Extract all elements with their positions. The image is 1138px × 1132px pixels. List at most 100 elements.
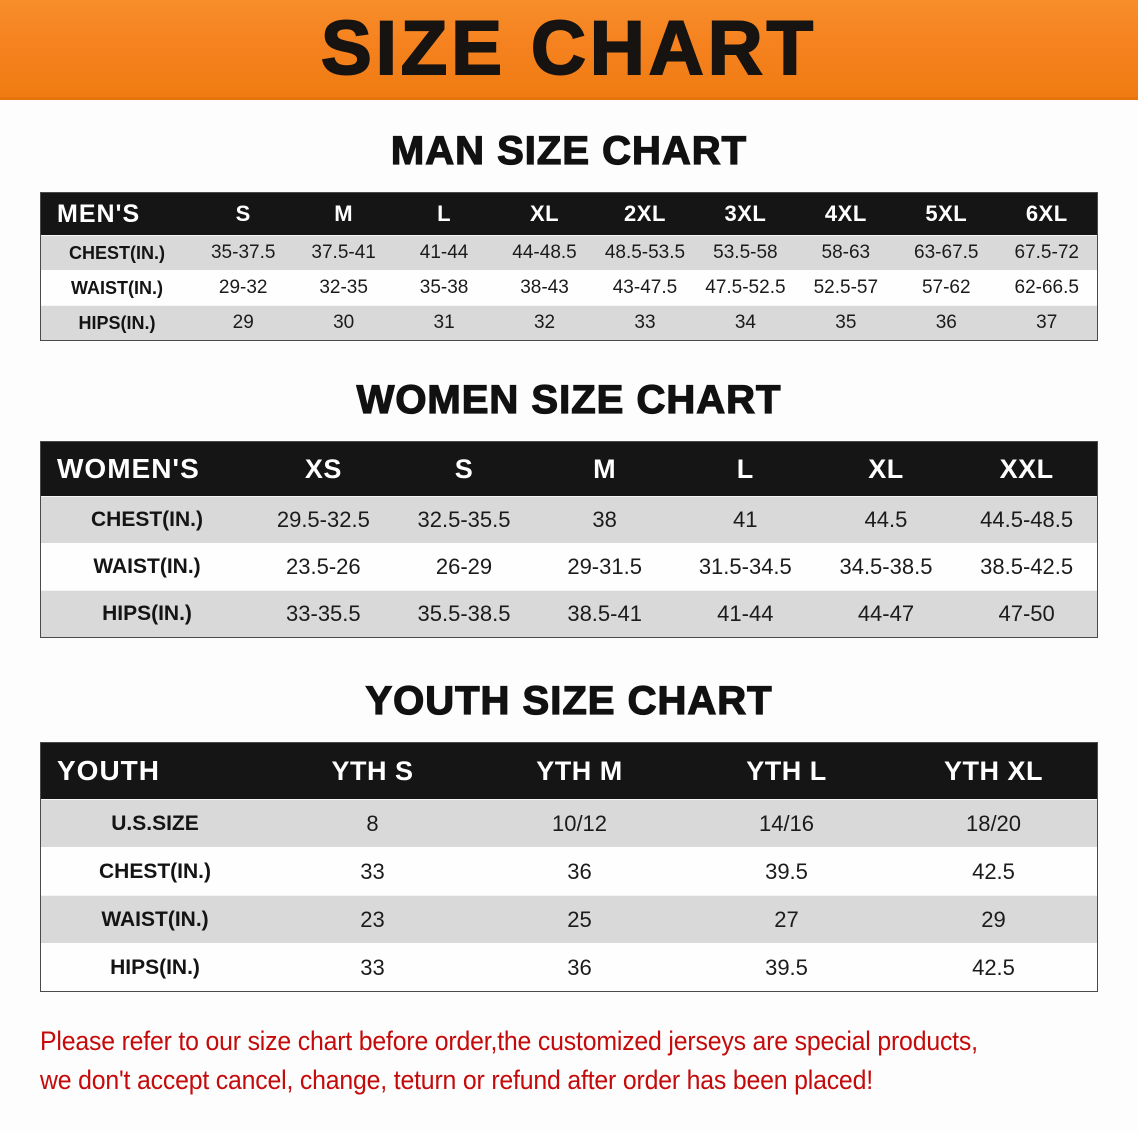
measurement-value: 52.5-57 [795,270,897,305]
measurement-row: CHEST(IN.) 29.5-32.5 32.5-35.5 38 41 44.5 44.5… [41,496,1097,543]
youth-section-heading: YOUTH SIZE CHART [365,678,773,723]
size-column-header: L [674,442,816,496]
measurement-value: 42.5 [890,943,1097,991]
measurement-value: 8 [269,799,476,847]
size-chart-page: SIZE CHART MAN SIZE CHART MEN'S S M L XL 2XL 3… [0,0,1138,1100]
measurement-value: 31 [393,305,495,340]
measurement-row: CHEST(IN.) 35-37.5 37.5-41 41-44 44-48.5 48.5… [41,235,1097,270]
measurement-row: HIPS(IN.) 29 30 31 32 33 34 35 36 37 [41,305,1097,340]
measurement-value: 36 [896,305,997,340]
women-size-table: WOMEN'S XS S M L XL XXL CHEST(IN.) 29.5-32.5 32.5… [40,441,1098,638]
size-header-row: WOMEN'S XS S M L XL XXL [41,442,1097,496]
measurement-value: 27 [683,895,890,943]
measurement-value: 41 [674,496,816,543]
measurement-label: CHEST(IN.) [41,847,269,895]
measurement-value: 23 [269,895,476,943]
measurement-row: HIPS(IN.) 33-35.5 35.5-38.5 38.5-41 41-44 44-… [41,590,1097,637]
size-column-header: S [393,442,535,496]
table-corner-label: YOUTH [41,743,269,799]
measurement-label: WAIST(IN.) [41,270,193,305]
size-column-header: M [293,193,394,235]
measurement-value: 44-48.5 [494,235,595,270]
size-header-row: MEN'S S M L XL 2XL 3XL 4XL 5XL 6XL [41,193,1097,235]
size-column-header: XL [494,193,595,235]
measurement-value: 36 [476,847,683,895]
measurement-label: WAIST(IN.) [41,543,253,590]
measurement-value: 48.5-53.5 [594,235,696,270]
banner: SIZE CHART [0,0,1138,100]
measurement-value: 33-35.5 [253,590,394,637]
size-column-header: 5XL [896,193,997,235]
measurement-label: CHEST(IN.) [41,235,193,270]
men-size-section: MAN SIZE CHART MEN'S S M L XL 2XL 3XL 4XL 5XL 6XL… [0,100,1138,341]
measurement-row: WAIST(IN.) 29-32 32-35 35-38 38-43 43-47.5 47.… [41,270,1097,305]
measurement-value: 41-44 [393,235,495,270]
measurement-value: 29-31.5 [534,543,675,590]
measurement-value: 39.5 [683,847,890,895]
size-column-header: YTH M [476,743,683,799]
measurement-value: 32 [494,305,595,340]
measurement-label: CHEST(IN.) [41,496,253,543]
measurement-value: 35 [795,305,897,340]
measurement-value: 29 [193,305,294,340]
disclaimer-text: Please refer to our size chart before or… [40,1022,1050,1100]
measurement-value: 32.5-35.5 [393,496,535,543]
measurement-value: 35-37.5 [193,235,294,270]
measurement-value: 47-50 [956,590,1097,637]
measurement-value: 42.5 [890,847,1097,895]
size-header-row: YOUTH YTH S YTH M YTH L YTH XL [41,743,1097,799]
measurement-value: 33 [269,847,476,895]
size-column-header: XL [815,442,957,496]
size-column-header: L [393,193,495,235]
size-column-header: 4XL [795,193,897,235]
measurement-label: U.S.SIZE [41,799,269,847]
measurement-value: 53.5-58 [695,235,796,270]
table-corner-label: WOMEN'S [41,442,253,496]
size-column-header: M [534,442,675,496]
measurement-value: 44.5-48.5 [956,496,1097,543]
measurement-row: HIPS(IN.) 33 36 39.5 42.5 [41,943,1097,991]
page-title: SIZE CHART [320,5,817,91]
disclaimer-line-1: Please refer to our size chart before or… [40,1026,978,1056]
measurement-row: WAIST(IN.) 23.5-26 26-29 29-31.5 31.5-34.5 34… [41,543,1097,590]
measurement-value: 33 [594,305,696,340]
measurement-value: 23.5-26 [253,543,394,590]
measurement-value: 62-66.5 [996,270,1097,305]
measurement-value: 38 [534,496,675,543]
measurement-value: 44-47 [815,590,957,637]
measurement-value: 38-43 [494,270,595,305]
measurement-value: 29.5-32.5 [253,496,394,543]
measurement-value: 35-38 [393,270,495,305]
measurement-value: 32-35 [293,270,394,305]
size-column-header: XS [253,442,394,496]
measurement-value: 29-32 [193,270,294,305]
size-column-header: YTH S [269,743,476,799]
measurement-value: 58-63 [795,235,897,270]
measurement-value: 44.5 [815,496,957,543]
size-column-header: S [193,193,294,235]
measurement-value: 57-62 [896,270,997,305]
men-size-table: MEN'S S M L XL 2XL 3XL 4XL 5XL 6XL CHEST(IN.) 35-37… [40,192,1098,341]
measurement-value: 14/16 [683,799,890,847]
disclaimer-line-2: we don't accept cancel, change, teturn o… [40,1065,873,1096]
measurement-value: 34 [695,305,796,340]
measurement-value: 35.5-38.5 [393,590,535,637]
measurement-value: 47.5-52.5 [695,270,796,305]
measurement-label: HIPS(IN.) [41,943,269,991]
measurement-label: HIPS(IN.) [41,590,253,637]
youth-size-table: YOUTH YTH S YTH M YTH L YTH XL U.S.SIZE 8 10/12… [40,742,1098,992]
measurement-row: CHEST(IN.) 33 36 39.5 42.5 [41,847,1097,895]
size-column-header: 2XL [594,193,696,235]
measurement-value: 33 [269,943,476,991]
measurement-row: U.S.SIZE 8 10/12 14/16 18/20 [41,799,1097,847]
measurement-value: 31.5-34.5 [674,543,816,590]
size-column-header: 6XL [996,193,1097,235]
measurement-value: 67.5-72 [996,235,1097,270]
measurement-value: 18/20 [890,799,1097,847]
measurement-value: 36 [476,943,683,991]
women-size-section: WOMEN SIZE CHART WOMEN'S XS S M L XL XXL CHEST(… [0,341,1138,638]
measurement-value: 38.5-41 [534,590,675,637]
measurement-value: 63-67.5 [896,235,997,270]
women-section-heading: WOMEN SIZE CHART [356,377,782,422]
size-column-header: YTH L [683,743,890,799]
